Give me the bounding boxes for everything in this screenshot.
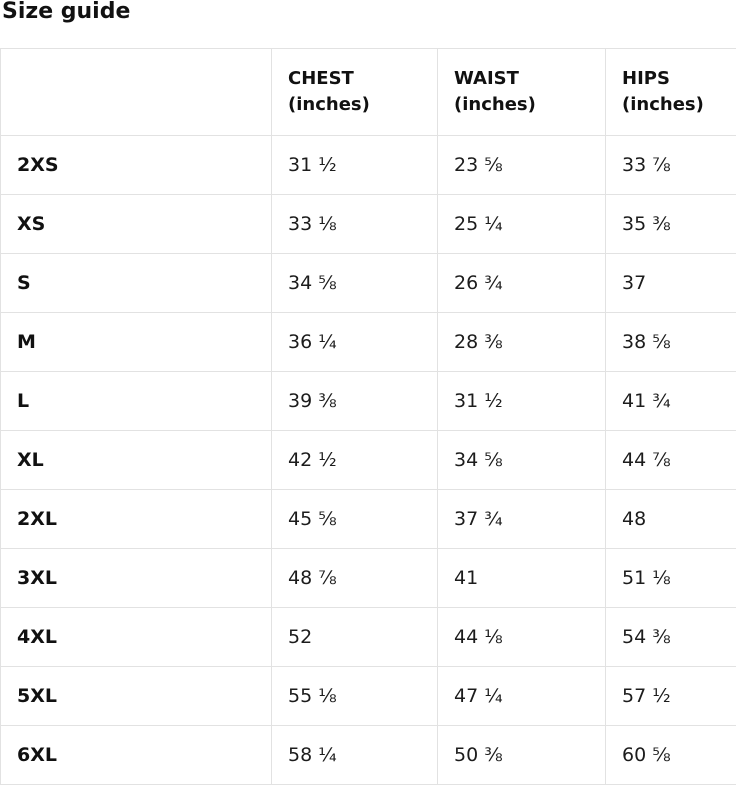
chest-value: 36 ¼ <box>271 312 438 372</box>
chest-value: 48 ⅞ <box>271 548 438 608</box>
waist-value: 41 <box>437 548 606 608</box>
table-row: 5XL 55 ⅛ 47 ¼ 57 ½ <box>0 666 736 726</box>
column-header-unit: (inches) <box>288 94 370 115</box>
hips-value: 38 ⅝ <box>605 312 736 372</box>
waist-value: 31 ½ <box>437 371 606 431</box>
column-header-label: HIPS <box>622 68 670 89</box>
size-label: 6XL <box>0 725 272 785</box>
size-guide-table: CHEST (inches) WAIST (inches) HIPS (inch… <box>0 48 736 785</box>
table-header-row: CHEST (inches) WAIST (inches) HIPS (inch… <box>0 48 736 136</box>
waist-value: 44 ⅛ <box>437 607 606 667</box>
hips-value: 48 <box>605 489 736 549</box>
chest-value: 33 ⅛ <box>271 194 438 254</box>
size-label: 4XL <box>0 607 272 667</box>
waist-value: 47 ¼ <box>437 666 606 726</box>
column-header-unit: (inches) <box>454 94 536 115</box>
table-row: 4XL 52 44 ⅛ 54 ⅜ <box>0 607 736 667</box>
hips-value: 51 ⅛ <box>605 548 736 608</box>
chest-value: 58 ¼ <box>271 725 438 785</box>
size-label: 2XS <box>0 135 272 195</box>
chest-value: 55 ⅛ <box>271 666 438 726</box>
hips-value: 41 ¾ <box>605 371 736 431</box>
waist-value: 50 ⅜ <box>437 725 606 785</box>
chest-value: 31 ½ <box>271 135 438 195</box>
table-row: 2XL 45 ⅝ 37 ¾ 48 <box>0 489 736 549</box>
waist-column-header: WAIST (inches) <box>437 48 606 136</box>
hips-value: 60 ⅝ <box>605 725 736 785</box>
table-row: S 34 ⅝ 26 ¾ 37 <box>0 253 736 313</box>
waist-value: 26 ¾ <box>437 253 606 313</box>
hips-value: 33 ⅞ <box>605 135 736 195</box>
table-row: XL 42 ½ 34 ⅝ 44 ⅞ <box>0 430 736 490</box>
size-label: S <box>0 253 272 313</box>
waist-value: 34 ⅝ <box>437 430 606 490</box>
hips-value: 54 ⅜ <box>605 607 736 667</box>
table-row: 3XL 48 ⅞ 41 51 ⅛ <box>0 548 736 608</box>
size-label: M <box>0 312 272 372</box>
hips-value: 44 ⅞ <box>605 430 736 490</box>
hips-column-header: HIPS (inches) <box>605 48 736 136</box>
table-row: XS 33 ⅛ 25 ¼ 35 ⅜ <box>0 194 736 254</box>
waist-value: 25 ¼ <box>437 194 606 254</box>
table-row: 2XS 31 ½ 23 ⅝ 33 ⅞ <box>0 135 736 195</box>
size-column-header <box>0 48 272 136</box>
chest-value: 42 ½ <box>271 430 438 490</box>
chest-value: 52 <box>271 607 438 667</box>
column-header-label: WAIST <box>454 68 519 89</box>
column-header-label: CHEST <box>288 68 354 89</box>
hips-value: 35 ⅜ <box>605 194 736 254</box>
table-row: 6XL 58 ¼ 50 ⅜ 60 ⅝ <box>0 725 736 785</box>
size-label: 2XL <box>0 489 272 549</box>
chest-column-header: CHEST (inches) <box>271 48 438 136</box>
chest-value: 45 ⅝ <box>271 489 438 549</box>
waist-value: 28 ⅜ <box>437 312 606 372</box>
chest-value: 39 ⅜ <box>271 371 438 431</box>
size-label: L <box>0 371 272 431</box>
table-row: M 36 ¼ 28 ⅜ 38 ⅝ <box>0 312 736 372</box>
size-label: 5XL <box>0 666 272 726</box>
column-header-unit: (inches) <box>622 94 704 115</box>
chest-value: 34 ⅝ <box>271 253 438 313</box>
size-label: XL <box>0 430 272 490</box>
table-row: L 39 ⅜ 31 ½ 41 ¾ <box>0 371 736 431</box>
hips-value: 57 ½ <box>605 666 736 726</box>
page-title: Size guide <box>2 0 131 24</box>
size-label: XS <box>0 194 272 254</box>
waist-value: 37 ¾ <box>437 489 606 549</box>
hips-value: 37 <box>605 253 736 313</box>
size-label: 3XL <box>0 548 272 608</box>
waist-value: 23 ⅝ <box>437 135 606 195</box>
